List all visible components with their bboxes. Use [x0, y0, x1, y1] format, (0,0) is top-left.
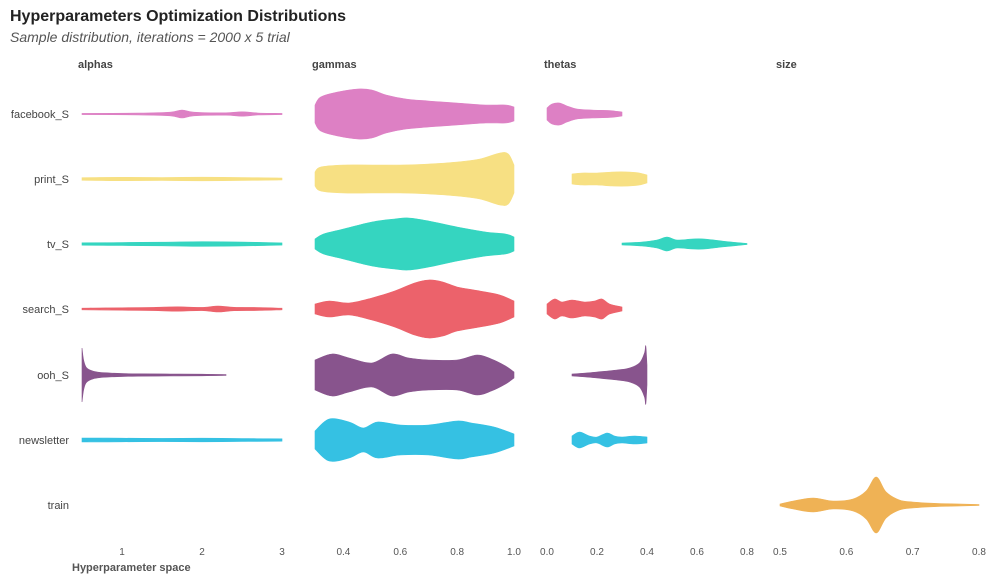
panel-title-gammas: gammas — [312, 59, 357, 71]
violin-thetas-newsletter — [571, 431, 648, 449]
panel-title-size: size — [776, 59, 797, 71]
violin-gammas-newsletter — [314, 418, 515, 462]
violin-alphas-newsletter — [81, 437, 283, 443]
row-label-train: train — [48, 500, 69, 512]
chart-subtitle: Sample distribution, iterations = 2000 x… — [10, 29, 290, 45]
tick-label-thetas-2: 0.4 — [640, 547, 654, 558]
row-label-facebook_S: facebook_S — [11, 109, 69, 121]
tick-label-gammas-0: 0.4 — [336, 547, 350, 558]
tick-label-gammas-2: 0.8 — [450, 547, 464, 558]
tick-label-thetas-3: 0.6 — [690, 547, 704, 558]
violin-thetas-tv_S — [621, 236, 748, 252]
panel-gammas: gammas 0.4 0.6 0.8 1.0 — [312, 59, 521, 558]
row-label-search_S: search_S — [23, 304, 69, 316]
violin-size-train — [779, 476, 980, 534]
tick-label-size-1: 0.6 — [839, 547, 853, 558]
violin-thetas-search_S — [546, 298, 623, 320]
violin-alphas-search_S — [81, 305, 283, 313]
panels: alphas 1 2 3 gammas 0.4 0.6 0.8 1.0 thetas 0.0 0.2 0… — [78, 59, 986, 558]
violin-thetas-facebook_S — [546, 102, 623, 126]
tick-label-thetas-4: 0.8 — [740, 547, 754, 558]
violin-gammas-search_S — [314, 279, 515, 339]
panel-size: size 0.5 0.6 0.7 0.8 — [773, 59, 986, 558]
chart-title: Hyperparameters Optimization Distributio… — [10, 8, 347, 25]
panel-title-alphas: alphas — [78, 59, 113, 71]
tick-label-size-3: 0.8 — [972, 547, 986, 558]
violin-thetas-print_S — [571, 171, 648, 187]
row-label-tv_S: tv_S — [47, 239, 69, 251]
violin-alphas-tv_S — [81, 241, 283, 247]
row-label-ooh_S: ooh_S — [37, 370, 69, 382]
violin-alphas-ooh_S — [81, 347, 227, 403]
tick-label-thetas-1: 0.2 — [590, 547, 604, 558]
row-label-print_S: print_S — [34, 174, 69, 186]
violin-thetas-ooh_S — [571, 345, 648, 405]
tick-label-gammas-1: 0.6 — [393, 547, 407, 558]
tick-label-size-2: 0.7 — [906, 547, 920, 558]
violin-gammas-ooh_S — [314, 353, 515, 397]
tick-label-thetas-0: 0.0 — [540, 547, 554, 558]
tick-label-alphas-2: 3 — [279, 547, 285, 558]
tick-label-size-0: 0.5 — [773, 547, 787, 558]
violin-gammas-facebook_S — [314, 88, 515, 140]
violin-gammas-print_S — [314, 152, 515, 206]
panel-alphas: alphas 1 2 3 — [78, 59, 285, 558]
tick-label-gammas-3: 1.0 — [507, 547, 521, 558]
panel-title-thetas: thetas — [544, 59, 576, 71]
row-labels: facebook_S print_S tv_S search_S ooh_Snewsle… — [11, 109, 69, 512]
violin-alphas-facebook_S — [81, 109, 283, 119]
tick-label-alphas-1: 2 — [199, 547, 205, 558]
row-label-newsletter: newsletter — [19, 435, 69, 447]
violin-gammas-tv_S — [314, 217, 515, 271]
x-axis-title: Hyperparameter space — [72, 562, 191, 574]
tick-label-alphas-0: 1 — [119, 547, 125, 558]
panel-thetas: thetas 0.0 0.2 0.4 0.6 0.8 — [540, 59, 754, 558]
violin-alphas-print_S — [81, 176, 283, 182]
